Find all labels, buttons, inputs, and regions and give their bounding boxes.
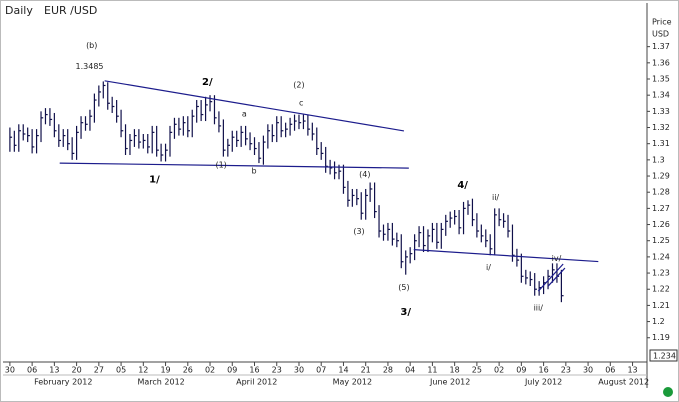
trendline <box>104 80 405 132</box>
x-tick-label: 23 <box>272 366 282 375</box>
trendline <box>59 162 409 169</box>
last-price: 1.234 <box>653 352 676 361</box>
x-tick-label: 07 <box>316 366 326 375</box>
month-label: June 2012 <box>429 378 470 387</box>
price-label: Price <box>652 18 672 27</box>
x-tick-label: 25 <box>472 366 482 375</box>
x-tick-label: 27 <box>94 366 104 375</box>
currency-label: USD <box>652 30 669 39</box>
wave-label: 3/ <box>400 307 411 318</box>
wave-label: (2) <box>293 80 304 89</box>
wave-label: c <box>299 98 303 107</box>
x-tick-label: 09 <box>227 366 237 375</box>
y-tick-label: 1.27 <box>652 204 670 213</box>
last-price-box <box>649 349 678 362</box>
x-tick-label: 09 <box>516 366 526 375</box>
wave-label: b <box>252 167 257 176</box>
y-tick-label: 1.24 <box>652 252 670 261</box>
y-tick-label: 1.32 <box>652 123 670 132</box>
y-tick-label: 1.34 <box>652 91 670 100</box>
trendline <box>547 267 566 287</box>
month-label: August 2012 <box>598 378 649 387</box>
x-tick-label: 30 <box>5 366 15 375</box>
wave-label: iii/ <box>534 303 544 312</box>
x-tick-label: 30 <box>583 366 593 375</box>
trendline <box>537 263 564 292</box>
x-tick-label: 13 <box>627 366 637 375</box>
x-tick-label: 19 <box>160 366 170 375</box>
status-dot <box>663 387 673 397</box>
y-tick-label: 1.21 <box>652 301 670 310</box>
wave-label: 1/ <box>149 174 160 185</box>
x-tick-label: 02 <box>205 366 215 375</box>
y-tick-label: 1.31 <box>652 139 670 148</box>
x-tick-label: 23 <box>561 366 571 375</box>
wave-label: i/ <box>486 263 491 272</box>
y-tick-label: 1.2 <box>652 317 665 326</box>
x-tick-label: 16 <box>249 366 259 375</box>
trendline <box>413 249 599 263</box>
x-tick-label: 06 <box>27 366 37 375</box>
x-tick-label: 14 <box>338 366 348 375</box>
x-tick-label: 28 <box>383 366 393 375</box>
x-tick-label: 13 <box>49 366 59 375</box>
y-tick-label: 1.19 <box>652 333 670 342</box>
y-tick-label: 1.25 <box>652 236 670 245</box>
wave-label: (4) <box>359 170 370 179</box>
wave-label: 1.3485 <box>76 62 104 71</box>
y-tick-label: 1.26 <box>652 220 670 229</box>
y-tick-label: 1.22 <box>652 285 670 294</box>
x-tick-label: 06 <box>605 366 615 375</box>
wave-label: (5) <box>398 283 409 292</box>
month-label: May 2012 <box>333 378 372 387</box>
x-tick-label: 05 <box>116 366 126 375</box>
month-label: April 2012 <box>236 378 277 387</box>
wave-label: (3) <box>353 227 364 236</box>
x-tick-label: 20 <box>72 366 82 375</box>
symbol: EUR /USD <box>44 4 97 17</box>
wave-label: iv/ <box>552 254 562 263</box>
x-tick-label: 18 <box>450 366 460 375</box>
x-tick-label: 26 <box>183 366 193 375</box>
wave-label: (b) <box>86 41 97 50</box>
y-tick-label: 1.28 <box>652 188 670 197</box>
month-label: February 2012 <box>34 378 92 387</box>
wave-label: (1) <box>215 161 226 170</box>
x-tick-label: 11 <box>427 366 437 375</box>
y-tick-label: 1.23 <box>652 269 670 278</box>
x-tick-label: 30 <box>294 366 304 375</box>
y-tick-label: 1.36 <box>652 58 670 67</box>
y-tick-label: 1.33 <box>652 107 670 116</box>
wave-label: 2/ <box>202 77 213 88</box>
month-label: March 2012 <box>137 378 184 387</box>
y-tick-label: 1.3 <box>652 155 665 164</box>
y-tick-label: 1.35 <box>652 75 670 84</box>
wave-label: ii/ <box>492 193 499 202</box>
y-tick-label: 1.37 <box>652 42 670 51</box>
x-tick-label: 04 <box>405 366 415 375</box>
wave-label: a <box>242 109 247 118</box>
month-label: July 2012 <box>524 378 562 387</box>
x-tick-label: 02 <box>494 366 504 375</box>
x-tick-label: 12 <box>138 366 148 375</box>
chart-title: Daily <box>5 4 33 17</box>
y-tick-label: 1.29 <box>652 172 670 181</box>
x-tick-label: 16 <box>539 366 549 375</box>
wave-label: 4/ <box>457 180 468 191</box>
x-tick-label: 21 <box>361 366 371 375</box>
